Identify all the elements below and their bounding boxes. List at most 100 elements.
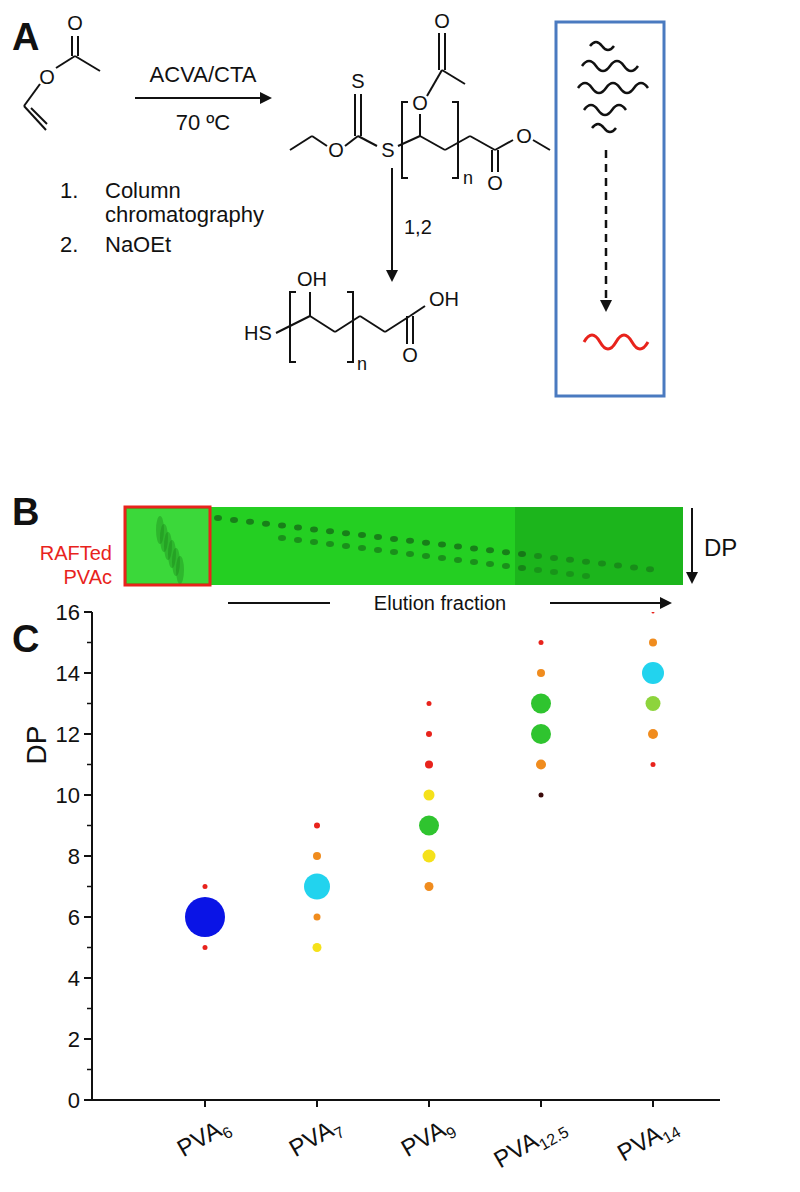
bond [77,36,79,56]
y-tick-label: 6 [68,905,80,930]
bubble [652,612,655,614]
x-tick-label-part: PVA [396,1115,450,1162]
y-tick [84,855,92,857]
tlc-spot [646,566,654,572]
minor-tick [87,1069,92,1071]
tlc-spot [390,549,398,555]
bond [406,316,408,344]
reagent: ACVA/CTA [150,62,257,87]
lane-label: PVAc [63,566,112,588]
tlc-spot [566,557,574,563]
bubble [539,793,544,798]
plate [125,507,683,585]
x-tick-label-part: PVA [489,1127,543,1174]
bubble [427,701,432,706]
tlc-spot [598,561,606,567]
bond [444,33,446,70]
step-number: 2. [60,232,78,257]
bubble [419,816,439,836]
x-axis [92,1099,720,1101]
panel-letter: C [12,618,39,660]
minor-tick [87,825,92,827]
minor-tick [87,1008,92,1010]
bubble [423,850,436,863]
arrow [228,602,330,604]
bond [24,84,40,106]
minor-tick [87,642,92,644]
bubble [304,874,330,900]
bond [290,136,312,150]
y-axis-label: DP [21,726,52,765]
x-tick [652,1100,654,1107]
chain-sketch [578,83,648,93]
atom-label: HS [244,322,272,344]
tlc-spot [278,535,286,541]
x-tick-label-part: 12.5 [536,1123,572,1153]
repeat-index: n [357,354,367,374]
tlc-spot [630,564,638,570]
y-tick [84,611,92,613]
y-tick [84,672,92,674]
x-tick-label-part: 14 [660,1123,684,1147]
bubble [536,760,546,770]
arrow [691,508,693,572]
bond [312,136,327,146]
bubble [424,790,435,801]
tlc-spot [438,555,446,561]
tlc-spot [582,573,590,579]
tlc-spot [342,530,350,536]
y-tick-label: 10 [56,783,80,808]
tlc-spot [278,523,286,529]
bond [495,140,513,150]
tlc-spot [358,545,366,551]
tlc-spot [406,538,414,544]
minor-tick [87,703,92,705]
chart: 0246810121416DPPVA6PVA7PVA9PVA12.5PVA14 [21,600,720,1176]
y-tick [84,794,92,796]
tlc-spot [374,534,382,540]
bracket [402,102,408,178]
bond [24,106,46,130]
dashed-arrow [605,150,608,300]
y-tick-label: 8 [68,844,80,869]
atom-label: O [402,344,418,366]
tlc-spot [534,567,542,573]
bond [491,150,493,172]
x-tick [428,1100,430,1107]
x-tick-label-part: PVA [284,1115,338,1162]
bubble [313,943,322,952]
atom-label: S [381,139,394,161]
x-tick [540,1100,542,1107]
tlc-spot [422,553,430,559]
bubble [313,852,321,860]
tlc-spot [310,539,318,545]
bond [75,56,100,71]
bond [360,316,385,332]
minor-tick [87,764,92,766]
tlc-spot [176,556,184,584]
bubble [531,694,551,714]
bubble [203,884,208,889]
atom-label: OH [297,268,327,290]
bond [345,136,358,146]
atom-label: S [351,70,364,92]
atom-label: O [328,139,344,161]
tlc-spot [326,541,334,547]
tlc-spot [614,563,622,569]
atom-label: O [39,66,55,88]
tlc-spot [214,515,222,521]
scheme: OOSOSOOnOOHSOHnOOHACVA/CTA70 ºC1,21.Colu… [24,10,664,396]
step-label: 1,2 [404,216,432,238]
bubble [425,761,433,769]
atom-label: O [434,10,450,32]
structure: HSOHnOOH [244,268,459,374]
bond [410,306,425,316]
direction-label: DP [704,534,737,561]
y-tick [84,977,92,979]
bracket [347,292,353,362]
chain-sketch [590,42,614,50]
step-text-line: Column [105,178,181,203]
atom-label: O [67,12,83,34]
bond [354,94,356,136]
tlc-spot [374,547,382,553]
